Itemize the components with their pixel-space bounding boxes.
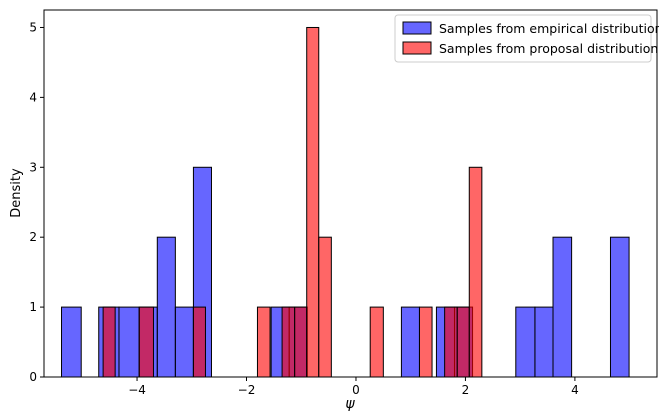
bar-series-1-bin-10 [444, 306, 458, 378]
bar-series-0-bin-2 [118, 306, 140, 378]
bar-series-1-bin-12 [468, 166, 483, 378]
bar-series-0-bin-14 [552, 236, 573, 378]
legend-box [394, 14, 652, 63]
y-tick-label: 0 [29, 370, 37, 384]
x-tick-label: 0 [352, 383, 360, 397]
legend: Samples from empirical distribution Sampl… [394, 14, 659, 63]
bar-series-1-bin-7 [318, 236, 332, 378]
legend-swatch-0 [402, 21, 432, 35]
x-tick-label: 4 [571, 383, 579, 397]
x-tick-label: −4 [128, 383, 146, 397]
bar-series-0-bin-5 [174, 306, 194, 378]
bar-series-1-bin-3 [256, 306, 271, 378]
bar-series-1-bin-0 [102, 306, 116, 378]
bar-series-1-bin-2 [192, 306, 206, 378]
legend-swatch-1 [402, 41, 432, 55]
y-tick-label: 2 [29, 230, 37, 244]
bar-series-1-bin-9 [418, 306, 433, 378]
x-tick-label: −2 [238, 383, 256, 397]
bar-series-0-bin-0 [61, 306, 82, 378]
x-axis: −4 −2 0 2 4 [128, 377, 579, 397]
y-tick-label: 5 [29, 20, 37, 34]
bar-series-0-bin-13 [534, 306, 554, 378]
y-axis: 0 1 2 3 4 5 [29, 20, 44, 384]
x-axis-label: ψ [345, 396, 355, 412]
bar-series-0-bin-9 [400, 306, 420, 378]
bar-series-1-bin-8 [369, 306, 384, 378]
plot-frame [43, 9, 658, 378]
bars-layer [61, 26, 630, 378]
y-tick-label: 3 [29, 160, 37, 174]
legend-label-0: Samples from empirical distribution [439, 21, 659, 36]
legend-label-1: Samples from proposal distribution [439, 41, 658, 56]
y-tick-label: 4 [29, 90, 37, 104]
bar-series-0-bin-15 [609, 236, 630, 378]
bar-series-1-bin-5 [294, 306, 308, 378]
y-axis-label: Density [9, 168, 24, 218]
bar-series-1-bin-1 [138, 306, 154, 378]
bar-series-1-bin-4 [281, 306, 296, 378]
bar-series-0-bin-12 [515, 306, 536, 378]
bar-series-0-bin-4 [156, 236, 176, 378]
x-tick-label: 2 [462, 383, 470, 397]
bar-series-1-bin-6 [306, 26, 320, 378]
bar-series-1-bin-11 [456, 306, 470, 378]
y-tick-label: 1 [29, 300, 37, 314]
